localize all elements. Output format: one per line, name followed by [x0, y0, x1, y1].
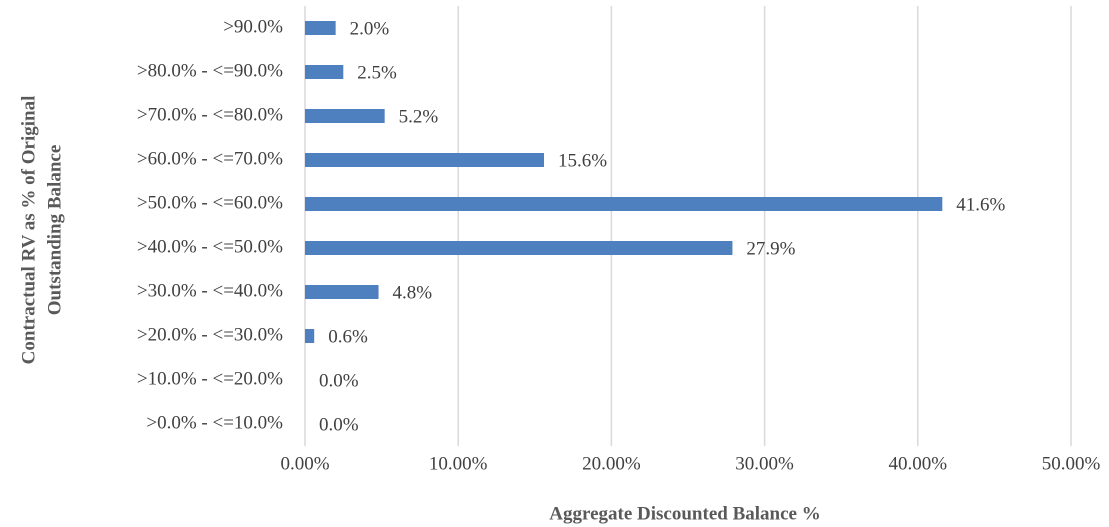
y-tick-label: >0.0% - <=10.0% [146, 412, 283, 433]
data-label: 41.6% [956, 194, 1005, 215]
bar [305, 109, 385, 123]
x-tick-label: 30.00% [735, 453, 794, 474]
data-label: 0.0% [319, 414, 359, 435]
data-label: 5.2% [399, 106, 439, 127]
x-tick-label: 40.00% [889, 453, 948, 474]
y-tick-label: >50.0% - <=60.0% [137, 192, 283, 213]
data-label: 2.5% [357, 62, 397, 83]
data-label: 4.8% [393, 282, 433, 303]
y-tick-label: >40.0% - <=50.0% [137, 236, 283, 257]
bar [305, 241, 733, 255]
data-label: 0.0% [319, 370, 359, 391]
y-axis-label: Contractual RV as % of Original [18, 96, 39, 365]
y-tick-label: >90.0% [223, 16, 283, 37]
x-tick-label: 10.00% [429, 453, 488, 474]
x-tick-label: 50.00% [1042, 453, 1101, 474]
bar [305, 285, 379, 299]
bar [305, 329, 315, 343]
y-tick-label: >80.0% - <=90.0% [137, 60, 283, 81]
y-tick-label: >60.0% - <=70.0% [137, 148, 283, 169]
y-tick-label: >10.0% - <=20.0% [137, 368, 283, 389]
bar [305, 153, 544, 167]
data-label: 15.6% [558, 150, 607, 171]
data-label: 0.6% [328, 326, 368, 347]
y-tick-label: >30.0% - <=40.0% [137, 280, 283, 301]
x-axis-label: Aggregate Discounted Balance % [549, 503, 820, 524]
data-label: 2.0% [350, 18, 390, 39]
x-tick-label: 0.00% [280, 453, 329, 474]
bar [305, 21, 336, 35]
bar [305, 197, 943, 211]
y-axis-label: Outstanding Balance [44, 145, 65, 316]
bar [305, 65, 344, 79]
y-tick-label: >20.0% - <=30.0% [137, 324, 283, 345]
data-label: 27.9% [746, 238, 795, 259]
y-tick-label: >70.0% - <=80.0% [137, 104, 283, 125]
x-tick-label: 20.00% [582, 453, 641, 474]
